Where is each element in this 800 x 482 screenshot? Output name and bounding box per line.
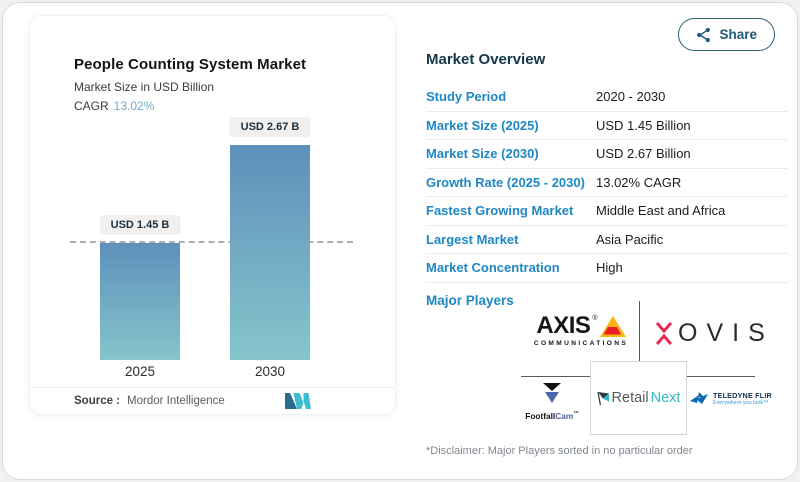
- players-vertical-divider: [639, 301, 640, 363]
- xovis-x-icon: [656, 321, 672, 345]
- overview-row-market-concentration: Market Concentration High: [426, 254, 788, 283]
- market-overview-panel: Market Overview Study Period 2020 - 2030…: [426, 3, 788, 479]
- bar-chart: USD 1.45 B USD 2.67 B: [30, 114, 395, 360]
- row-value: Middle East and Africa: [596, 203, 726, 219]
- row-value: 13.02% CAGR: [596, 174, 682, 190]
- bar-value-label-2025: USD 1.45 B: [99, 215, 181, 235]
- retailnext-word-dark: Retail: [611, 390, 649, 406]
- axis-wordmark: AXIS: [536, 312, 591, 339]
- row-label: Market Size (2025): [426, 117, 539, 133]
- row-label: Study Period: [426, 89, 507, 105]
- chart-card: People Counting System Market Market Siz…: [29, 15, 396, 415]
- row-label: Market Size (2030): [426, 146, 539, 162]
- row-value: USD 2.67 Billion: [596, 146, 691, 162]
- retailnext-logo: Retail Next: [590, 361, 687, 435]
- row-value: High: [596, 260, 623, 276]
- major-players-grid: AXIS ® COMMUNICATIONS OVIS: [426, 299, 788, 441]
- axis-subtext: COMMUNICATIONS: [533, 340, 629, 347]
- overview-row-market-size-2030: Market Size (2030) USD 2.67 Billion: [426, 140, 788, 169]
- cagr-value: 13.02%: [113, 99, 155, 113]
- source-value: Mordor Intelligence: [127, 395, 225, 407]
- share-icon: [697, 27, 711, 42]
- row-value: 2020 - 2030: [596, 89, 666, 105]
- chart-title: People Counting System Market: [74, 56, 307, 73]
- x-tick-2025: 2025: [124, 364, 156, 379]
- overview-row-fastest-growing-market: Fastest Growing Market Middle East and A…: [426, 197, 788, 226]
- overview-row-growth-rate: Growth Rate (2025 - 2030) 13.02% CAGR: [426, 169, 788, 197]
- bar-2030: [230, 145, 310, 360]
- row-value: Asia Pacific: [596, 231, 664, 247]
- cagr-label: CAGR: [74, 99, 109, 113]
- axis-triangle-icon: [599, 316, 626, 337]
- x-tick-2030: 2030: [254, 364, 286, 379]
- xovis-wordmark: OVIS: [678, 319, 774, 347]
- teledyne-flir-icon: [690, 392, 708, 404]
- trademark-mark: ™: [573, 411, 579, 417]
- teledyne-tagline: Everywhere you look™: [713, 400, 769, 406]
- mordor-intelligence-logo: [285, 393, 311, 409]
- overview-row-study-period: Study Period 2020 - 2030: [426, 83, 788, 112]
- bar-value-label-2030: USD 2.67 B: [229, 117, 311, 137]
- row-label: Market Concentration: [426, 260, 560, 276]
- source-label: Source :: [74, 395, 121, 407]
- row-label: Fastest Growing Market: [426, 203, 574, 219]
- bar-2025: [100, 243, 180, 360]
- retailnext-flag-icon: [596, 391, 609, 405]
- row-label: Largest Market: [426, 231, 519, 247]
- footfallcam-logo: FootfallCam™: [521, 383, 583, 421]
- cagr-line: CAGR 13.02%: [74, 99, 154, 113]
- chart-subtitle: Market Size in USD Billion: [74, 80, 215, 94]
- reference-dashed-line: [70, 241, 353, 243]
- disclaimer-text: *Disclaimer: Major Players sorted in no …: [426, 445, 693, 457]
- retailnext-word-teal: Next: [650, 390, 681, 406]
- share-button[interactable]: Share: [678, 18, 775, 51]
- source-row: Source : Mordor Intelligence: [30, 387, 395, 414]
- row-value: USD 1.45 Billion: [596, 117, 691, 133]
- xovis-logo: OVIS: [656, 319, 774, 347]
- overview-row-market-size-2025: Market Size (2025) USD 1.45 Billion: [426, 112, 788, 140]
- teledyne-wordmark: TELEDYNE FLIR: [713, 391, 772, 400]
- teledyne-flir-logo: TELEDYNE FLIR Everywhere you look™: [690, 391, 772, 406]
- footfallcam-word-blue: Cam: [555, 411, 574, 421]
- footfallcam-word-black: Footfall: [525, 411, 556, 421]
- major-players-label: Major Players: [426, 293, 514, 308]
- overview-row-largest-market: Largest Market Asia Pacific: [426, 226, 788, 254]
- row-label: Growth Rate (2025 - 2030): [426, 174, 585, 190]
- overview-table: Study Period 2020 - 2030 Market Size (20…: [426, 83, 788, 283]
- axis-communications-logo: AXIS ® COMMUNICATIONS: [530, 312, 632, 348]
- overview-title: Market Overview: [426, 51, 546, 68]
- share-label: Share: [719, 27, 757, 42]
- registered-mark: ®: [592, 315, 598, 322]
- footfallcam-triangles-icon: [543, 383, 561, 403]
